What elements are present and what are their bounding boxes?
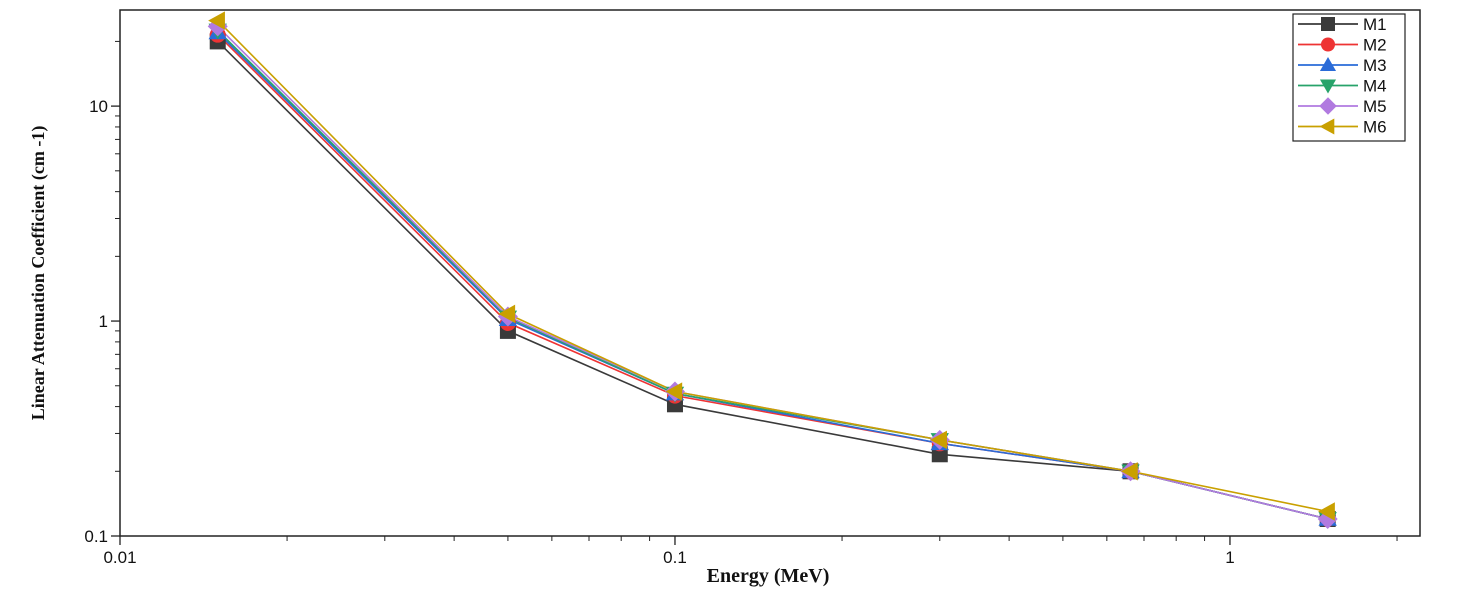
y-tick-label: 0.1	[84, 527, 108, 546]
data-point-m6	[1120, 462, 1138, 481]
legend-marker-m4	[1319, 79, 1337, 94]
series-line-m5	[217, 25, 1328, 520]
x-tick-label: 0.01	[103, 548, 136, 567]
series-line-m3	[217, 31, 1328, 520]
data-point-m1	[931, 446, 948, 463]
legend-label-m4: M4	[1363, 77, 1387, 96]
legend-label-m5: M5	[1363, 97, 1387, 116]
data-point-m6	[665, 382, 683, 401]
plot-frame	[119, 9, 1421, 537]
x-tick-label: 0.1	[663, 548, 687, 567]
series-line-m4	[217, 29, 1328, 520]
y-axis-title: Linear Attenuation Coefficient (cm -1)	[28, 126, 49, 421]
y-tick-label: 10	[89, 97, 108, 116]
x-axis-title: Energy (MeV)	[707, 565, 830, 587]
data-point-m6	[930, 430, 947, 450]
legend-label-m6: M6	[1363, 118, 1387, 137]
legend-label-m2: M2	[1363, 36, 1387, 55]
legend-marker-m3	[1319, 56, 1337, 71]
legend-marker-m5	[1319, 97, 1337, 115]
data-point-m6	[208, 11, 225, 30]
axis-ticks: 0.01 0.1 1 0.1 1 10	[84, 40, 1398, 567]
data-point-m6	[498, 304, 516, 324]
legend-marker-m2	[1321, 37, 1335, 52]
series-line-m1	[217, 40, 1328, 520]
series-line-m2	[217, 34, 1328, 520]
series-line-m6	[217, 20, 1328, 513]
x-tick-label: 1	[1225, 548, 1234, 567]
legend-label-m1: M1	[1363, 15, 1387, 34]
y-tick-label: 1	[99, 312, 108, 331]
legend-marker-m1	[1321, 17, 1335, 31]
series-lines	[217, 20, 1328, 520]
legend-box	[1292, 13, 1406, 142]
series-markers	[207, 11, 1338, 529]
legend-label-m3: M3	[1363, 56, 1387, 75]
data-point-m6	[1318, 502, 1335, 521]
legend-marker-m6	[1319, 118, 1335, 135]
